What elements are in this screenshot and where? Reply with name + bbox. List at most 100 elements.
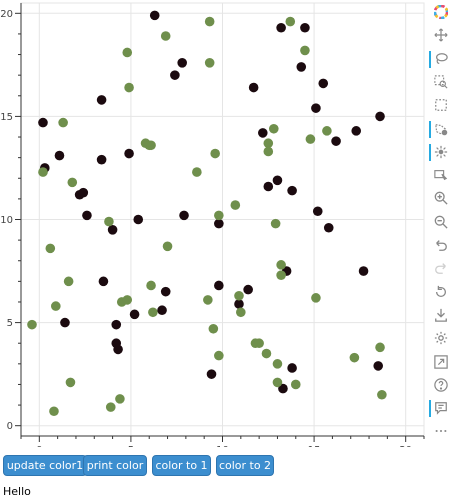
dark-point[interactable] xyxy=(278,383,288,394)
green-point[interactable] xyxy=(236,307,246,318)
green-point[interactable] xyxy=(104,216,114,227)
green-point[interactable] xyxy=(148,307,158,318)
green-point[interactable] xyxy=(122,47,133,58)
dark-point[interactable] xyxy=(107,225,118,235)
dark-point[interactable] xyxy=(287,363,297,373)
green-point[interactable] xyxy=(349,352,360,363)
bokeh-logo-tool[interactable] xyxy=(428,2,454,22)
green-point[interactable] xyxy=(204,16,215,27)
green-point[interactable] xyxy=(377,389,387,400)
point-draw-tool[interactable] xyxy=(428,165,454,185)
tap-tool[interactable] xyxy=(428,142,454,162)
dark-point[interactable] xyxy=(296,62,307,72)
green-point[interactable] xyxy=(204,57,215,68)
green-point[interactable] xyxy=(63,276,74,287)
update-color1-button[interactable]: update color1 xyxy=(3,455,87,476)
green-point[interactable] xyxy=(285,16,296,27)
undo-tool[interactable] xyxy=(428,235,454,255)
green-point[interactable] xyxy=(214,350,224,361)
dark-point[interactable] xyxy=(111,319,122,330)
dark-point[interactable] xyxy=(287,185,297,196)
more-tool[interactable] xyxy=(428,421,454,441)
green-point[interactable] xyxy=(276,260,286,270)
green-point[interactable] xyxy=(27,319,37,330)
green-point[interactable] xyxy=(38,167,48,177)
green-point[interactable] xyxy=(192,167,202,177)
dark-point[interactable] xyxy=(276,22,286,33)
pan-tool[interactable] xyxy=(428,25,454,45)
redo-tool[interactable] xyxy=(428,258,454,278)
dark-point[interactable] xyxy=(243,284,253,295)
green-point[interactable] xyxy=(261,348,272,359)
green-point[interactable] xyxy=(146,280,156,291)
green-point[interactable] xyxy=(270,218,281,229)
dark-point[interactable] xyxy=(98,276,109,287)
scatter-plot[interactable]: 0 5 10 15 20 0 5 10 15 20 xyxy=(0,0,430,447)
green-point[interactable] xyxy=(375,342,385,353)
dark-point[interactable] xyxy=(272,175,283,186)
green-point[interactable] xyxy=(263,138,274,149)
dark-point[interactable] xyxy=(214,218,224,229)
green-point[interactable] xyxy=(230,200,241,210)
dark-point[interactable] xyxy=(214,280,224,291)
green-point[interactable] xyxy=(272,377,283,388)
green-point[interactable] xyxy=(115,394,125,404)
dark-point[interactable] xyxy=(311,103,321,113)
dark-point[interactable] xyxy=(234,299,244,309)
green-point[interactable] xyxy=(122,295,133,305)
poly-select-tool[interactable] xyxy=(428,119,454,139)
dark-point[interactable] xyxy=(133,214,144,225)
green-point[interactable] xyxy=(214,210,224,221)
green-point[interactable] xyxy=(65,377,76,388)
green-point[interactable] xyxy=(305,134,316,144)
dark-point[interactable] xyxy=(160,286,171,297)
green-point[interactable] xyxy=(45,243,56,254)
green-point[interactable] xyxy=(254,338,264,349)
dark-point[interactable] xyxy=(129,309,140,320)
green-point[interactable] xyxy=(203,295,213,305)
dark-point[interactable] xyxy=(351,126,362,136)
green-point[interactable] xyxy=(322,126,332,136)
green-point[interactable] xyxy=(311,293,321,303)
wheel-zoom-out-tool[interactable] xyxy=(428,212,454,232)
dark-point[interactable] xyxy=(248,82,259,93)
green-point[interactable] xyxy=(160,31,171,41)
reset-tool[interactable] xyxy=(428,282,454,302)
green-point[interactable] xyxy=(234,290,244,301)
help-tool[interactable] xyxy=(428,375,454,395)
dark-point[interactable] xyxy=(170,70,180,80)
dark-point[interactable] xyxy=(38,117,48,128)
green-point[interactable] xyxy=(146,140,156,151)
dark-point[interactable] xyxy=(60,317,70,328)
green-point[interactable] xyxy=(58,117,68,128)
green-point[interactable] xyxy=(67,177,78,188)
green-point[interactable] xyxy=(105,402,116,412)
dark-point[interactable] xyxy=(157,305,167,316)
dark-point[interactable] xyxy=(177,57,187,68)
green-point[interactable] xyxy=(210,148,220,159)
box-select-tool[interactable] xyxy=(428,95,454,115)
dark-point[interactable] xyxy=(113,344,123,355)
green-point[interactable] xyxy=(263,146,274,157)
save-tool[interactable] xyxy=(428,305,454,325)
dark-point[interactable] xyxy=(149,10,160,21)
dark-point[interactable] xyxy=(300,22,310,33)
green-point[interactable] xyxy=(124,82,134,93)
dark-point[interactable] xyxy=(82,210,92,221)
dark-point[interactable] xyxy=(358,266,369,276)
zoom-in-box-tool[interactable] xyxy=(428,72,454,92)
gear-tool[interactable] xyxy=(428,328,454,348)
dark-point[interactable] xyxy=(312,206,323,217)
color-to-2-button[interactable]: color to 2 xyxy=(216,455,274,476)
green-point[interactable] xyxy=(276,270,286,280)
green-point[interactable] xyxy=(208,323,219,334)
dark-point[interactable] xyxy=(375,111,385,122)
dark-point[interactable] xyxy=(54,150,65,161)
green-point[interactable] xyxy=(49,406,59,417)
dark-point[interactable] xyxy=(124,148,134,159)
green-point[interactable] xyxy=(272,359,283,369)
dark-point[interactable] xyxy=(78,187,89,198)
dark-point[interactable] xyxy=(373,361,384,371)
dark-point[interactable] xyxy=(206,369,217,379)
dark-point[interactable] xyxy=(179,210,189,221)
